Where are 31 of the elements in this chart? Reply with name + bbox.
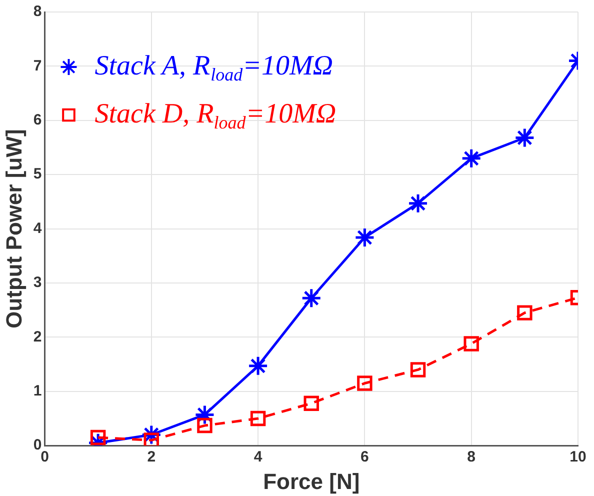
- point: [248, 356, 268, 376]
- y-tick-label: 6: [33, 112, 42, 129]
- point: [301, 288, 322, 308]
- y-axis-title: Output Power [uW]: [1, 129, 26, 328]
- point: [354, 227, 375, 248]
- x-tick-label: 4: [254, 448, 263, 466]
- point: [410, 362, 426, 378]
- point: [408, 193, 428, 214]
- y-tick-label: 2: [33, 328, 42, 346]
- x-tick-label: 8: [467, 448, 476, 466]
- y-tick-label: 0: [33, 436, 42, 454]
- point: [250, 410, 266, 426]
- x-axis-title: Force [N]: [263, 468, 360, 494]
- point: [464, 336, 479, 352]
- point: [90, 430, 106, 446]
- x-tick-label: 2: [147, 448, 156, 466]
- x-tick-label: 10: [570, 448, 586, 466]
- point: [197, 418, 212, 434]
- y-tick-label: 5: [33, 166, 42, 183]
- y-tick-label: 3: [33, 274, 42, 292]
- point: [304, 396, 319, 411]
- point: [514, 127, 535, 148]
- point: [461, 148, 482, 169]
- point: [144, 432, 160, 446]
- y-tick-label: 7: [33, 57, 42, 74]
- y-tick-label: 1: [33, 382, 42, 400]
- x-tick-label: 6: [360, 448, 369, 466]
- y-tick-label: 4: [33, 220, 42, 237]
- point: [517, 305, 532, 320]
- point: [357, 376, 372, 391]
- y-tick-label: 8: [33, 3, 42, 20]
